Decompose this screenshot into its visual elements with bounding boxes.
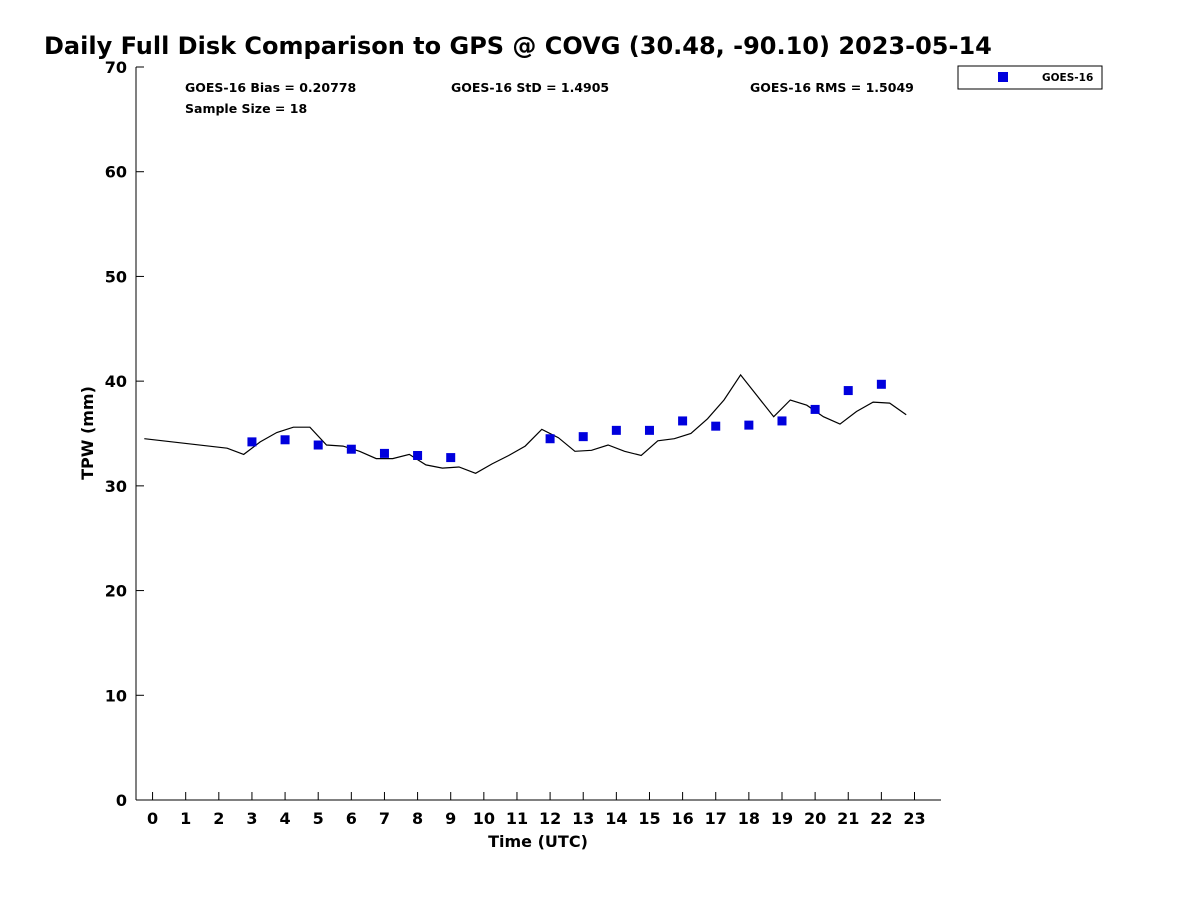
- x-tick-label: 5: [313, 809, 324, 828]
- y-tick-label: 10: [105, 686, 127, 705]
- x-axis-ticks: 0 1 2 3 4 5 6 7 8 9 10 11 12 13 14 15 16 17 18 19 20 21 22 23: [147, 792, 926, 828]
- x-tick-label: 22: [870, 809, 892, 828]
- goes16-point: [876, 379, 886, 389]
- x-tick-label: 7: [379, 809, 390, 828]
- goes16-point: [744, 420, 754, 430]
- x-tick-label: 15: [638, 809, 660, 828]
- y-tick-label: 30: [105, 477, 127, 496]
- goes16-points: [247, 379, 886, 463]
- goes16-point: [413, 450, 423, 460]
- goes16-point: [280, 435, 290, 445]
- x-tick-label: 9: [445, 809, 456, 828]
- goes16-point: [346, 444, 356, 454]
- goes16-point: [611, 425, 621, 435]
- x-tick-label: 21: [837, 809, 859, 828]
- goes16-point: [678, 416, 688, 426]
- x-tick-label: 18: [738, 809, 760, 828]
- y-axis-ticks: 0 10 20 30 40 50 60 70: [105, 58, 144, 810]
- x-tick-label: 16: [671, 809, 693, 828]
- x-tick-label: 11: [506, 809, 528, 828]
- legend: GOES-16: [957, 65, 1103, 90]
- x-tick-label: 14: [605, 809, 627, 828]
- goes16-point: [313, 440, 323, 450]
- x-tick-label: 0: [147, 809, 158, 828]
- x-tick-label: 19: [771, 809, 793, 828]
- goes16-point: [644, 425, 654, 435]
- goes16-point: [777, 416, 787, 426]
- x-tick-label: 3: [246, 809, 257, 828]
- x-tick-label: 2: [213, 809, 224, 828]
- x-tick-label: 10: [473, 809, 495, 828]
- y-tick-label: 40: [105, 372, 127, 391]
- x-tick-label: 4: [280, 809, 291, 828]
- x-tick-label: 20: [804, 809, 826, 828]
- x-tick-label: 8: [412, 809, 423, 828]
- y-tick-label: 20: [105, 582, 127, 601]
- goes16-point: [711, 421, 721, 431]
- goes16-point: [247, 437, 257, 447]
- x-tick-label: 23: [903, 809, 925, 828]
- y-tick-label: 60: [105, 163, 127, 182]
- y-tick-label: 50: [105, 267, 127, 286]
- x-tick-label: 17: [705, 809, 727, 828]
- gps-reference-line: [144, 373, 907, 474]
- y-tick-label: 70: [105, 58, 127, 77]
- stat-rms: GOES-16 RMS = 1.5049: [750, 80, 914, 95]
- x-axis-label: Time (UTC): [488, 832, 588, 851]
- x-tick-label: 6: [346, 809, 357, 828]
- x-tick-label: 1: [180, 809, 191, 828]
- goes16-point: [578, 432, 588, 442]
- goes16-point: [810, 404, 820, 414]
- legend-marker: [998, 72, 1008, 82]
- goes16-point: [843, 386, 853, 396]
- axes: [135, 67, 941, 801]
- stat-bias: GOES-16 Bias = 0.20778: [185, 80, 356, 95]
- legend-entry-goes16: GOES-16: [1042, 72, 1093, 84]
- gps-line: [144, 373, 907, 474]
- x-tick-label: 13: [572, 809, 594, 828]
- y-axis-label: TPW (mm): [78, 386, 97, 480]
- chart-title: Daily Full Disk Comparison to GPS @ COVG…: [44, 32, 992, 60]
- goes16-point: [545, 434, 555, 444]
- legend-box: [957, 65, 1103, 90]
- x-tick-label: 12: [539, 809, 561, 828]
- goes16-point: [446, 453, 456, 463]
- stat-sample-size: Sample Size = 18: [185, 101, 307, 116]
- goes16-point: [379, 448, 389, 458]
- y-tick-label: 0: [116, 791, 127, 810]
- stat-std: GOES-16 StD = 1.4905: [451, 80, 609, 95]
